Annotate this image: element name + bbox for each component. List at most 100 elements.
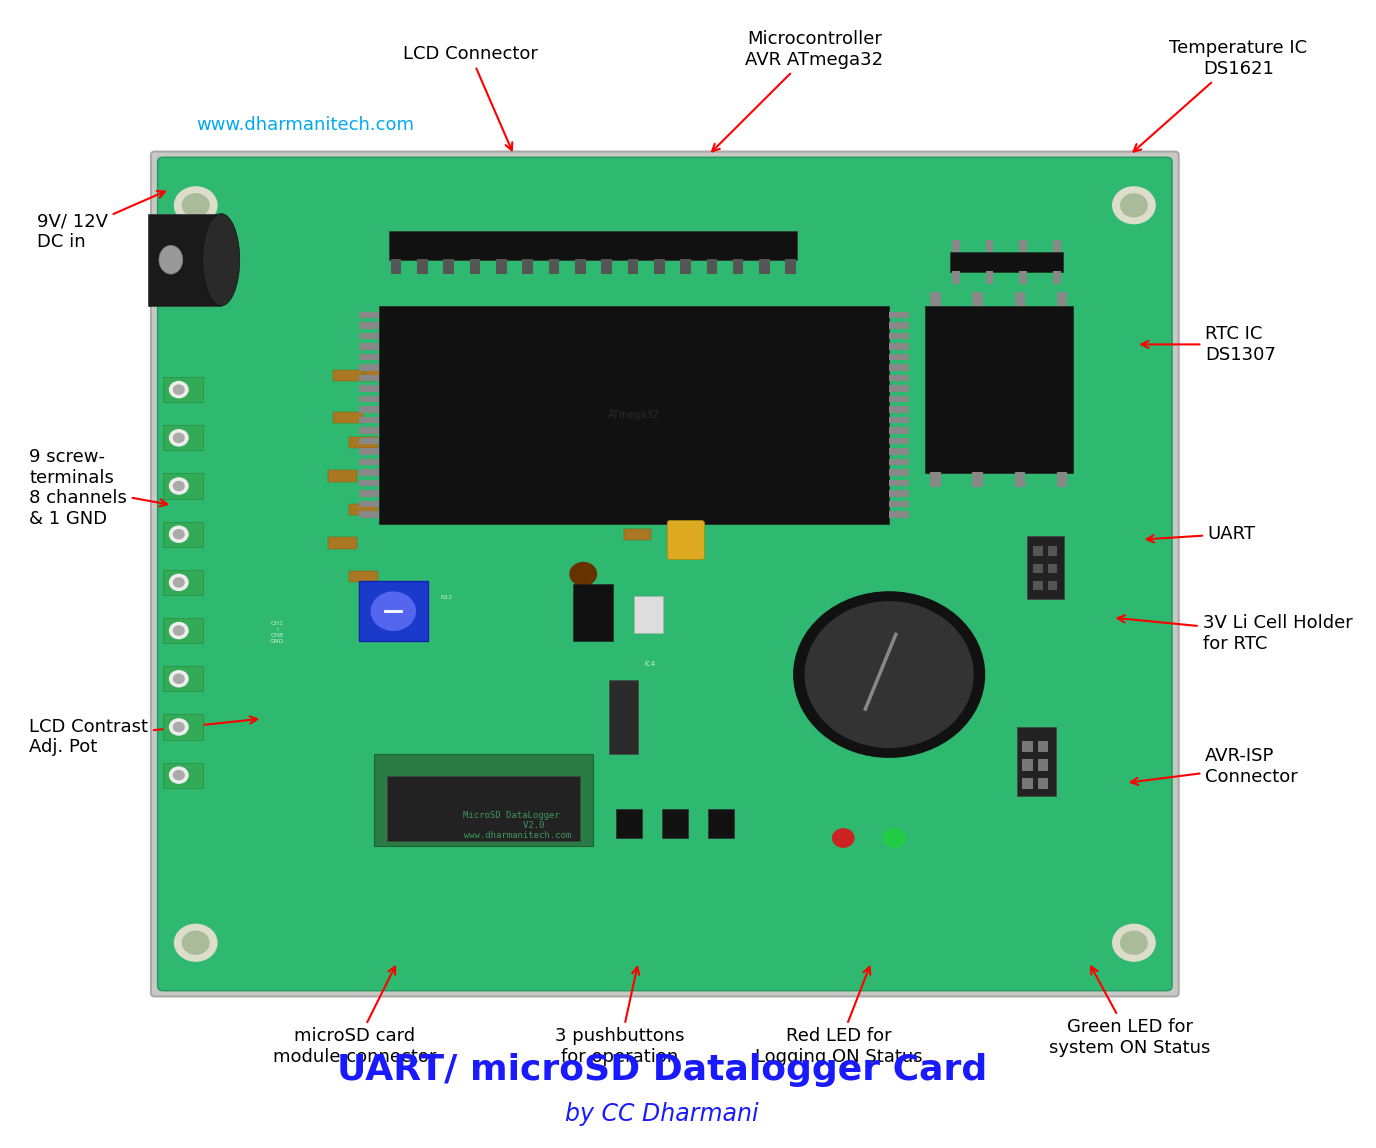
Circle shape	[169, 719, 189, 735]
Text: Red LED for
Logging ON Status: Red LED for Logging ON Status	[754, 967, 922, 1066]
Bar	[359, 427, 380, 434]
Bar	[889, 406, 910, 413]
Bar	[359, 480, 380, 487]
Bar	[1020, 240, 1028, 251]
Bar	[952, 240, 959, 251]
Bar	[348, 571, 378, 582]
Text: 9 screw-
terminals
8 channels
& 1 GND: 9 screw- terminals 8 channels & 1 GND	[29, 448, 166, 528]
Bar	[443, 258, 454, 273]
Text: ATmega32: ATmega32	[608, 410, 660, 420]
Bar	[616, 809, 643, 838]
Text: RTC IC
DS1307: RTC IC DS1307	[1142, 325, 1276, 364]
FancyBboxPatch shape	[158, 157, 1172, 991]
Bar	[889, 480, 910, 487]
Circle shape	[883, 829, 905, 847]
Circle shape	[1113, 187, 1154, 224]
Text: 3 pushbuttons
for operation: 3 pushbuttons for operation	[555, 967, 684, 1066]
Bar	[952, 271, 959, 284]
Bar	[359, 406, 380, 413]
Bar	[634, 596, 663, 633]
Bar	[733, 258, 743, 273]
Text: by CC Dharmani: by CC Dharmani	[566, 1102, 760, 1125]
Ellipse shape	[158, 246, 183, 274]
Bar	[359, 511, 380, 518]
Circle shape	[175, 924, 217, 961]
Bar	[162, 473, 202, 498]
Bar	[359, 364, 380, 371]
Bar	[1022, 740, 1032, 752]
Text: Temperature IC
DS1621: Temperature IC DS1621	[1134, 39, 1307, 152]
Bar	[549, 258, 559, 273]
Bar	[359, 343, 380, 350]
Bar	[348, 437, 378, 449]
Bar	[930, 472, 941, 487]
Bar	[359, 501, 380, 507]
Bar	[1057, 292, 1068, 305]
Bar	[925, 305, 1073, 473]
Text: LCD Connector: LCD Connector	[403, 45, 538, 150]
Bar	[1026, 536, 1064, 599]
Bar	[680, 258, 691, 273]
Bar	[359, 458, 380, 465]
Bar	[1033, 546, 1043, 556]
Bar	[359, 385, 380, 391]
Bar	[162, 425, 202, 450]
Circle shape	[173, 674, 184, 683]
Bar	[359, 323, 380, 329]
FancyBboxPatch shape	[151, 152, 1179, 996]
Bar	[889, 323, 910, 329]
Bar	[601, 258, 612, 273]
Bar	[388, 776, 581, 840]
Bar	[149, 214, 222, 305]
Bar	[889, 385, 910, 391]
Bar	[497, 258, 506, 273]
Bar	[583, 512, 610, 523]
Circle shape	[169, 670, 189, 687]
Text: LCD Contrast
Adj. Pot: LCD Contrast Adj. Pot	[29, 716, 257, 757]
Bar	[1053, 271, 1061, 284]
Circle shape	[1113, 924, 1154, 961]
Bar	[889, 458, 910, 465]
Circle shape	[169, 478, 189, 494]
Bar	[889, 311, 910, 318]
Text: Green LED for
system ON Status: Green LED for system ON Status	[1049, 967, 1211, 1057]
Ellipse shape	[202, 214, 239, 305]
Bar	[1038, 777, 1049, 789]
Bar	[973, 472, 982, 487]
Circle shape	[794, 592, 985, 758]
Text: 9V/ 12V
DC in: 9V/ 12V DC in	[37, 191, 165, 251]
Circle shape	[169, 574, 189, 590]
Bar	[1033, 581, 1043, 590]
Text: UART: UART	[1146, 525, 1256, 543]
Text: MicroSD DataLogger
        V2.0
  www.dharmanitech.com: MicroSD DataLogger V2.0 www.dharmanitech…	[453, 810, 571, 840]
Bar	[359, 311, 380, 318]
Circle shape	[169, 381, 189, 397]
Bar	[707, 809, 735, 838]
Bar	[760, 258, 769, 273]
Text: www.dharmanitech.com: www.dharmanitech.com	[195, 116, 414, 134]
Text: CH1
I
CH8
GND: CH1 I CH8 GND	[270, 621, 285, 644]
Bar	[1053, 240, 1061, 251]
Bar	[1038, 759, 1049, 770]
Bar	[359, 581, 428, 641]
Circle shape	[183, 931, 209, 954]
Bar	[380, 305, 889, 523]
Circle shape	[1120, 194, 1148, 217]
Bar	[889, 448, 910, 455]
Bar	[1020, 271, 1028, 284]
Bar	[359, 470, 380, 476]
Bar	[1017, 727, 1057, 796]
Bar	[333, 370, 362, 381]
Bar	[359, 374, 380, 381]
Circle shape	[173, 529, 184, 538]
Circle shape	[519, 412, 545, 435]
Bar	[359, 490, 380, 497]
Bar	[162, 618, 202, 643]
Bar	[1022, 759, 1032, 770]
Bar	[1057, 472, 1068, 487]
Circle shape	[173, 770, 184, 779]
Bar	[889, 333, 910, 340]
Bar	[359, 437, 380, 444]
Circle shape	[169, 622, 189, 638]
Bar	[889, 427, 910, 434]
